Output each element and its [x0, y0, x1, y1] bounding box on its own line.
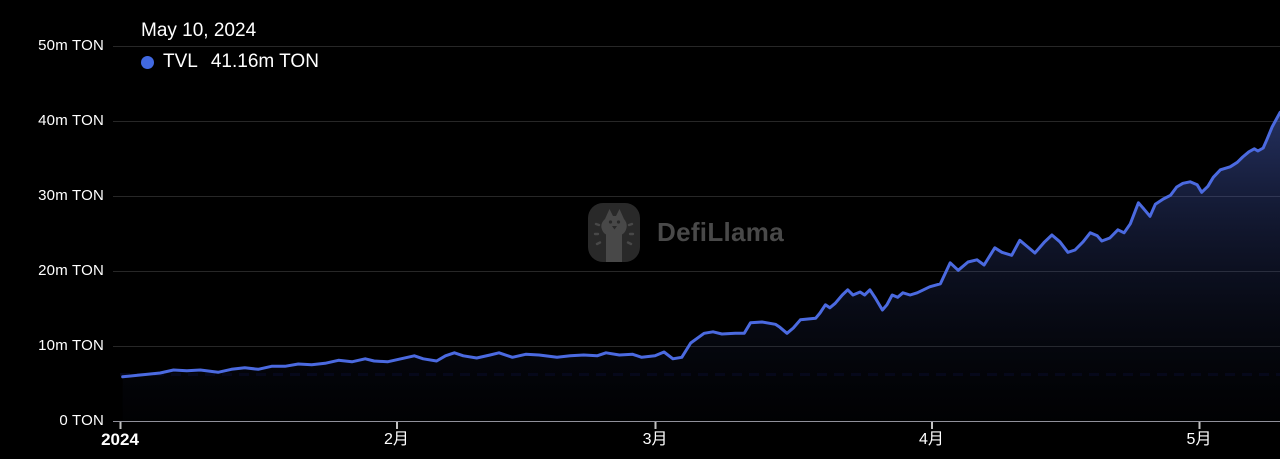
y-axis-label: 30m TON [38, 187, 104, 204]
series-dot-icon [141, 55, 154, 69]
y-axis-label: 20m TON [38, 262, 104, 279]
tooltip-series-value: 41.16m TON [210, 51, 319, 72]
defillama-brand-text: DefiLlama [657, 217, 784, 247]
y-axis-label: 40m TON [38, 112, 104, 129]
tooltip-date: May 10, 2024 [141, 20, 257, 41]
x-axis-label: 5月 [1186, 431, 1212, 448]
defillama-llama-icon [588, 203, 640, 262]
defillama-watermark: DefiLlama [588, 203, 784, 262]
chart-tooltip: May 10, 2024 TVL 41.16m TON [141, 19, 319, 74]
y-axis-label: 10m TON [38, 337, 104, 354]
y-axis-label: 50m TON [38, 37, 104, 54]
tooltip-series-label: TVL [163, 51, 198, 72]
y-axis-label: 0 TON [59, 412, 104, 429]
x-axis-label: 2024 [101, 430, 139, 449]
tooltip-series-row: TVL 41.16m TON [141, 50, 319, 74]
x-axis-label: 4月 [919, 431, 944, 448]
x-axis-label: 2月 [383, 431, 409, 448]
x-axis-label: 3月 [642, 431, 668, 448]
